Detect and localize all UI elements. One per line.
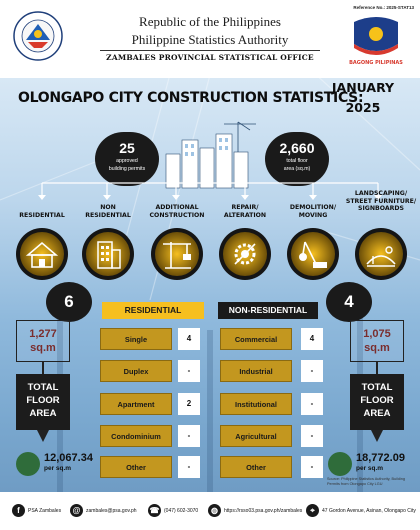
footer-email[interactable]: zambales@psa.gov.ph xyxy=(86,508,137,514)
psa-logo xyxy=(12,10,64,62)
location-icon: ⌖ xyxy=(306,504,319,517)
category-connector-lines xyxy=(38,175,382,200)
category-label-non-residential: NON RESIDENTIAL xyxy=(85,204,131,219)
bagong-pilipinas-logo: BAGONG PILIPINAS xyxy=(346,14,406,68)
wrecking-ball-icon xyxy=(287,228,339,280)
non-residential-row-label: Industrial xyxy=(220,360,292,382)
non-residential-area-unit: sq.m xyxy=(364,342,390,354)
residential-connector xyxy=(42,362,44,376)
residential-row-value: 2 xyxy=(178,393,200,415)
city-skyline-icon xyxy=(165,121,256,189)
floor-area-value: 2,660 xyxy=(279,140,315,156)
crane-icon xyxy=(151,228,203,280)
header-office: ZAMBALES PROVINCIAL STATISTICAL OFFICE xyxy=(106,53,314,62)
residential-row-label: Single xyxy=(100,328,172,350)
category-label-residential: RESIDENTIAL xyxy=(19,212,65,219)
globe-icon: ◍ xyxy=(208,504,221,517)
reference-number: Reference No.: 2025-STAT13 xyxy=(353,5,414,10)
page-title: OLONGAPO CITY CONSTRUCTION STATISTICS: xyxy=(18,90,364,106)
category-label-demolition-moving: DEMOLITION/ MOVING xyxy=(289,204,337,219)
residential-area-title: TOTAL FLOOR AREA xyxy=(16,374,70,430)
residential-header: RESIDENTIAL xyxy=(102,302,204,319)
residential-row-value: - xyxy=(178,360,200,382)
permits-stat: 25 approved building permits xyxy=(95,132,159,186)
email-icon: @ xyxy=(70,504,83,517)
phone-icon: ☎ xyxy=(148,504,161,517)
residential-row-value: - xyxy=(178,456,200,478)
peso-coin-icon xyxy=(328,452,352,476)
title-period: JANUARY 2025 xyxy=(328,78,398,118)
category-label-repair-alteration: REPAIR/ ALTERATION xyxy=(223,204,267,219)
non-residential-connector xyxy=(376,362,378,376)
permits-value: 25 xyxy=(119,140,135,156)
non-residential-header: NON-RESIDENTIAL xyxy=(218,302,318,319)
residential-row-label: Other xyxy=(100,456,172,478)
non-residential-row-label: Institutional xyxy=(220,393,292,415)
footer-phone[interactable]: (047) 602-3070 xyxy=(164,508,199,514)
category-label-landscaping: LANDSCAPING/ STREET FURNITURE/ SIGNBOARD… xyxy=(345,190,417,212)
header-divider xyxy=(100,50,320,51)
residential-row-label: Condominium xyxy=(100,425,172,447)
non-residential-row-label: Commercial xyxy=(220,328,292,350)
non-residential-arrow-icon xyxy=(371,430,383,442)
floor-area-label-2: area (sq.m) xyxy=(283,166,311,172)
header-republic: Republic of the Philippines xyxy=(139,14,281,29)
header-agency: Philippine Statistics Authority xyxy=(131,32,289,47)
non-residential-cost-value: 18,772.09 xyxy=(356,452,405,464)
non-residential-count: 4 xyxy=(326,282,372,322)
title-year: 2025 xyxy=(345,100,381,115)
title-month: JANUARY xyxy=(331,80,395,95)
non-residential-row-value: 4 xyxy=(301,328,323,350)
residential-row-label: Duplex xyxy=(100,360,172,382)
residential-row-value: 4 xyxy=(178,328,200,350)
gear-tools-icon xyxy=(219,228,271,280)
residential-count: 6 xyxy=(46,282,92,322)
footer-website[interactable]: https://rsso03.psa.gov.ph/zambales xyxy=(224,508,303,514)
floor-area-stat: 2,660 total floor area (sq.m) xyxy=(265,132,329,186)
landscape-icon xyxy=(355,228,407,280)
residential-arrow-icon xyxy=(37,430,49,442)
residential-cost-value: 12,067.34 xyxy=(44,452,93,464)
bagong-pilipinas-text: BAGONG PILIPINAS xyxy=(349,60,403,66)
non-residential-row-value: - xyxy=(301,393,323,415)
non-residential-row-label: Other xyxy=(220,456,292,478)
permits-label-2: building permits xyxy=(108,166,146,172)
non-residential-row-value: - xyxy=(301,360,323,382)
footer-facebook[interactable]: PSA Zambales xyxy=(28,508,62,514)
footer-address: 47 Gordon Avenue, Asinan, Olongapo City xyxy=(322,508,416,514)
source-note: Source: Philippine Statistics Authority,… xyxy=(327,477,406,486)
non-residential-row-label: Agricultural xyxy=(220,425,292,447)
non-residential-row-value: - xyxy=(301,456,323,478)
building-icon xyxy=(82,228,134,280)
residential-area-unit: sq.m xyxy=(30,342,56,354)
residential-area-box: 1,277 sq.m xyxy=(16,320,70,362)
non-residential-area-title: TOTAL FLOOR AREA xyxy=(350,374,404,430)
permits-label-1: approved xyxy=(116,158,138,164)
residential-row-label: Apartment xyxy=(100,393,172,415)
residential-cost-unit: per sq.m xyxy=(44,465,72,472)
facebook-icon: f xyxy=(12,504,25,517)
non-residential-area-value: 1,075 xyxy=(363,328,391,340)
residential-area-value: 1,277 xyxy=(29,328,57,340)
house-icon xyxy=(16,228,68,280)
floor-area-label-1: total floor xyxy=(286,158,308,164)
non-residential-area-box: 1,075 sq.m xyxy=(350,320,404,362)
peso-coin-icon xyxy=(16,452,40,476)
category-label-additional-construction: ADDITIONAL CONSTRUCTION xyxy=(149,204,205,219)
non-residential-cost-unit: per sq.m xyxy=(356,465,384,472)
residential-row-value: - xyxy=(178,425,200,447)
non-residential-row-value: - xyxy=(301,425,323,447)
